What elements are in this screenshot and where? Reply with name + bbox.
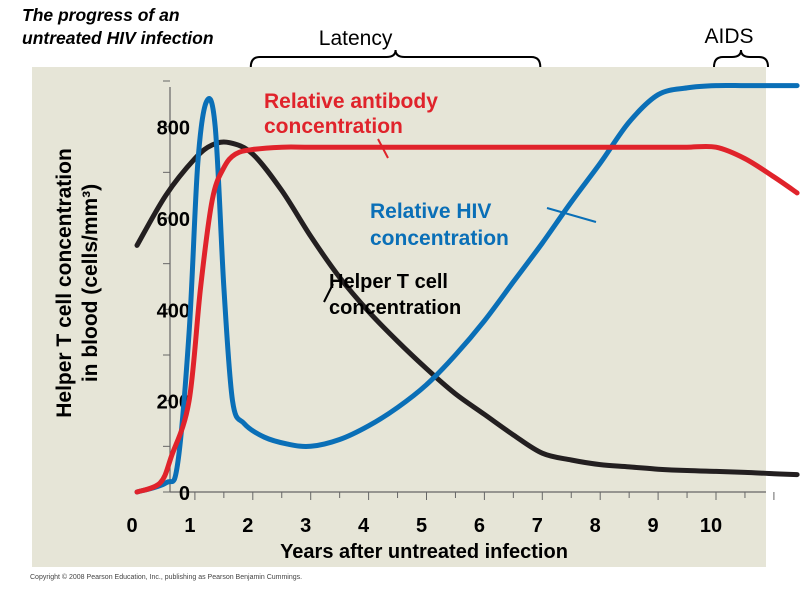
- hiv-label-line-1: Relative HIV: [370, 200, 491, 223]
- x-tick-label: 6: [474, 515, 485, 537]
- aids-label: AIDS: [704, 25, 753, 48]
- x-tick-label: 5: [416, 515, 427, 537]
- y-axis-title: Helper T cell concentration in blood (ce…: [53, 148, 102, 418]
- antibody-leader-line: [377, 138, 389, 159]
- y-tick-label: 0: [179, 483, 190, 505]
- chart-title-line-1: The progress of an: [22, 5, 180, 25]
- hiv-leader-line: [546, 207, 597, 223]
- y-tick-label: 400: [157, 300, 190, 322]
- x-tick-label: 4: [358, 515, 370, 537]
- helper-t-label-line-1: Helper T cell: [329, 271, 448, 293]
- helper-t-leader-line: [323, 283, 334, 303]
- x-tick-label: 9: [648, 515, 659, 537]
- x-tick-label: 2: [242, 515, 253, 537]
- x-axis-title: Years after untreated infection: [280, 541, 568, 563]
- helper-t-label-line-2: concentration: [329, 297, 461, 319]
- y-axis-title-line-2: in blood (cells/mm³): [79, 184, 102, 382]
- latency-label: Latency: [319, 27, 393, 50]
- hiv-label-line-2: concentration: [370, 227, 509, 250]
- copyright-text: Copyright © 2008 Pearson Education, Inc.…: [30, 573, 302, 581]
- series-lines: [134, 82, 800, 495]
- aids-bracket: [713, 49, 769, 68]
- helper-t-cell-line: [134, 139, 800, 478]
- chart-title-line-2: untreated HIV infection: [22, 28, 214, 48]
- x-tick-label: 1: [184, 515, 195, 537]
- hiv-concentration-line: [134, 82, 800, 495]
- y-tick-label: 600: [157, 209, 190, 231]
- plot-background: [32, 67, 766, 567]
- x-tick-label: 3: [300, 515, 311, 537]
- y-tick-label: 800: [157, 118, 190, 140]
- antibody-concentration-line: [134, 143, 800, 495]
- x-tick-label: 0: [126, 515, 137, 537]
- x-tick-label: 10: [700, 515, 722, 537]
- antibody-label-line-2: concentration: [264, 115, 403, 138]
- x-tick-label: 8: [590, 515, 601, 537]
- y-axis-title-line-1: Helper T cell concentration: [53, 148, 76, 418]
- x-tick-label: 7: [532, 515, 543, 537]
- antibody-label-line-1: Relative antibody: [264, 90, 438, 113]
- latency-bracket: [249, 49, 542, 68]
